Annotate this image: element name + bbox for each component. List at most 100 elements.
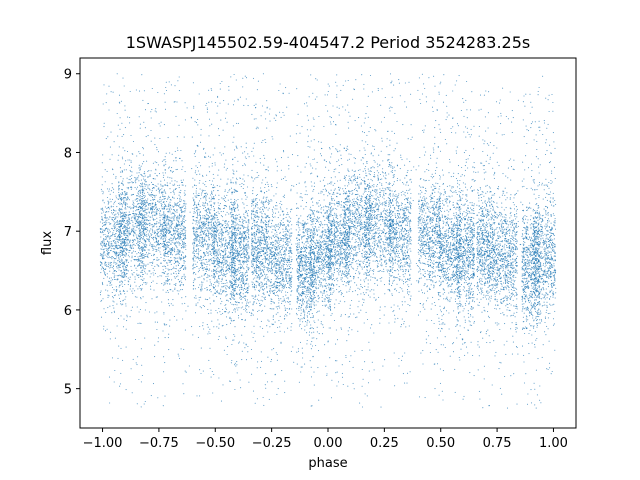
data-point [141,216,144,218]
data-point [185,219,187,222]
data-point [238,272,240,274]
data-point [242,178,244,180]
data-point [138,225,140,227]
data-point [162,227,164,229]
points-layer [99,73,557,409]
data-point [159,137,161,140]
data-point [122,218,124,220]
data-point [203,205,205,207]
data-point [121,235,123,237]
data-point [113,251,115,253]
data-point [196,233,198,236]
data-point [137,247,139,249]
data-point [174,211,176,213]
data-point [179,243,181,245]
data-point [159,125,161,127]
data-point [131,239,134,241]
data-point [104,264,106,266]
data-point [180,348,182,350]
data-point [109,245,111,247]
data-point [207,251,209,254]
data-point [195,196,197,198]
data-point [240,288,242,290]
data-point [153,195,155,197]
data-point [226,261,229,263]
data-point [207,236,210,238]
data-point [228,268,231,270]
data-point [139,168,141,170]
data-point [218,229,220,231]
data-point [184,260,186,263]
data-point [219,293,221,295]
data-point [232,266,234,268]
data-point [103,238,105,241]
data-point [213,259,215,261]
data-point [171,279,173,281]
data-point [131,166,133,168]
data-point [145,208,147,210]
data-point [147,233,149,235]
data-point [141,193,144,195]
data-point [208,223,210,225]
data-point [144,223,146,225]
data-point [138,228,140,230]
data-point [202,269,204,271]
data-point [111,248,113,250]
data-point [142,264,144,267]
data-point [151,190,153,192]
data-point [101,281,103,283]
data-point [108,241,110,243]
data-point [154,344,156,346]
data-point [103,325,105,327]
data-point [176,209,178,211]
data-point [198,258,200,260]
data-point [174,243,176,245]
data-point [234,229,236,231]
data-point [235,250,237,252]
data-point [153,206,155,208]
data-point [210,206,213,208]
data-point [127,254,129,256]
data-point [181,297,183,299]
data-point [232,223,234,225]
data-point [123,169,125,171]
data-point [244,291,246,294]
data-point [119,233,121,235]
data-point [132,203,134,205]
data-point [127,224,129,226]
data-point [136,186,139,188]
data-point [121,259,124,261]
data-point [101,212,103,214]
data-point [154,312,156,314]
data-point [144,187,146,189]
data-point [101,216,103,218]
data-point [154,202,157,204]
data-point [243,285,246,287]
data-point [133,238,135,240]
data-point [203,222,205,224]
data-point [116,267,118,269]
data-point [124,265,126,267]
data-point [132,201,134,204]
data-point [132,240,135,242]
data-point [115,254,117,256]
data-point [115,210,117,212]
data-point [225,263,227,265]
data-point [226,265,229,267]
data-point [207,263,209,266]
data-point [229,208,231,210]
data-point [138,311,140,313]
data-point [232,228,234,230]
data-point [234,249,236,252]
data-point [128,178,130,180]
data-point [137,240,139,242]
data-point [210,249,213,251]
data-point [158,201,160,203]
data-point [139,249,141,251]
data-point [198,215,200,217]
data-point [108,251,110,254]
data-point [122,77,124,79]
data-point [167,259,169,261]
data-point [178,157,181,159]
data-point [101,266,103,268]
